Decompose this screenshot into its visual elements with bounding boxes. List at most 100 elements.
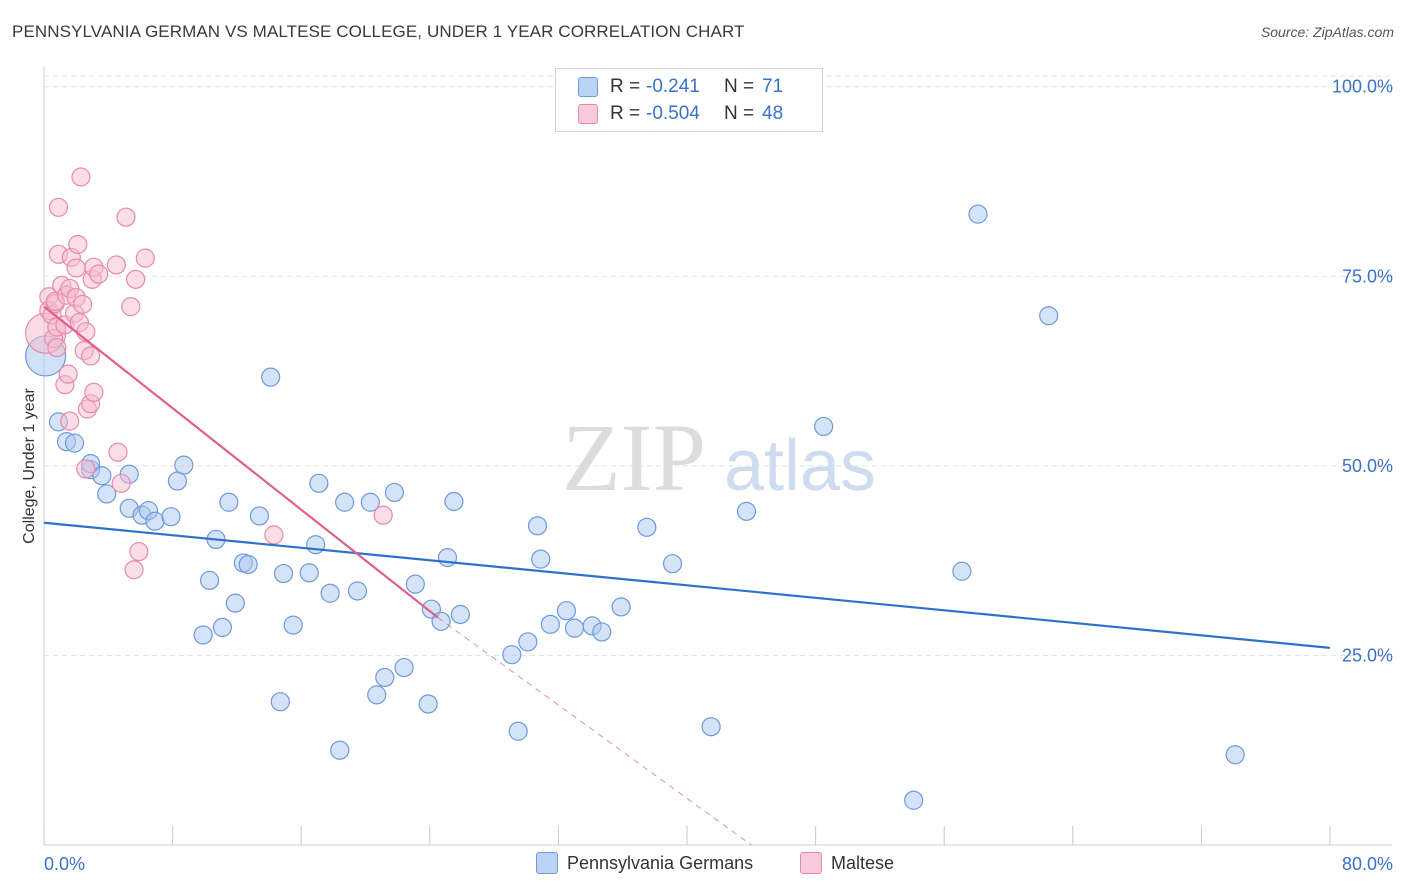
correlation-legend: R = -0.241 N = 71 R = -0.504 N = 48 (555, 68, 823, 132)
point-pennsylvania-germans (212, 617, 233, 637)
legend-row-pennsylvania-germans: R = -0.241 N = 71 (578, 75, 783, 99)
point-maltese (121, 297, 141, 317)
source-credit: Source: ZipAtlas.com (1260, 24, 1394, 40)
point-maltese (47, 337, 67, 358)
point-pennsylvania-germans (701, 717, 721, 737)
point-pennsylvania-germans (444, 491, 464, 512)
point-maltese (116, 207, 136, 227)
series-maltese (25, 167, 393, 580)
y-tick-label: 25.0% (1342, 645, 1393, 665)
point-pennsylvania-germans (273, 563, 294, 584)
chart-title: PENNSYLVANIA GERMAN VS MALTESE COLLEGE, … (12, 22, 745, 41)
point-maltese (126, 269, 146, 289)
point-pennsylvania-germans (199, 570, 220, 590)
x-tick-label-max: 80.0% (1342, 854, 1393, 874)
point-maltese (66, 258, 86, 278)
point-pennsylvania-germans (299, 563, 319, 583)
point-pennsylvania-germans (564, 618, 585, 638)
legend-n-value: 48 (762, 103, 784, 124)
point-maltese (84, 382, 104, 402)
point-pennsylvania-germans (662, 554, 683, 574)
point-pennsylvania-germans (225, 593, 245, 613)
point-pennsylvania-germans (556, 601, 577, 621)
point-pennsylvania-germans (360, 492, 380, 512)
point-pennsylvania-germans (611, 597, 631, 617)
legend-n-value: 71 (762, 76, 784, 97)
watermark-atlas: atlas (724, 426, 876, 506)
bottom-legend-swatch-pink (800, 852, 822, 874)
point-pennsylvania-germans (814, 416, 834, 437)
point-pennsylvania-germans (283, 615, 303, 635)
point-pennsylvania-germans (309, 473, 329, 493)
trend-lines (43, 305, 1331, 846)
point-pennsylvania-germans (64, 433, 85, 453)
legend-r-label: R = (610, 103, 641, 124)
point-pennsylvania-germans (238, 554, 258, 575)
y-tick-label: 100.0% (1332, 77, 1393, 97)
bottom-legend-maltese: Maltese (800, 852, 894, 874)
point-pennsylvania-germans (527, 516, 548, 536)
tick-labels: 25.0% 50.0% 75.0% 100.0% 0.0% 80.0% (44, 77, 1393, 874)
point-pennsylvania-germans (335, 492, 355, 512)
point-maltese (58, 364, 78, 384)
point-pennsylvania-germans (736, 501, 757, 521)
y-tick-label: 50.0% (1342, 456, 1393, 476)
point-pennsylvania-germans (384, 482, 405, 503)
bottom-legend-swatch-blue (536, 852, 558, 874)
axes (43, 66, 1392, 846)
point-pennsylvania-germans (167, 471, 188, 491)
legend-swatch-blue (578, 77, 598, 97)
point-pennsylvania-germans (437, 548, 458, 568)
legend-n-label: N = (724, 103, 755, 124)
point-pennsylvania-germans (531, 549, 551, 569)
trend-line-pennsylvania-germans (43, 521, 1331, 649)
point-maltese (81, 346, 101, 366)
point-maltese (76, 322, 96, 342)
point-pennsylvania-germans (270, 692, 290, 712)
point-maltese (111, 473, 131, 493)
point-maltese (135, 248, 155, 268)
point-maltese (89, 264, 109, 284)
point-pennsylvania-germans (540, 614, 560, 634)
watermark-zip: ZIP (562, 404, 706, 511)
point-maltese (72, 294, 93, 314)
point-maltese (264, 525, 284, 545)
bottom-legend-label: Maltese (831, 852, 895, 873)
point-pennsylvania-germans (375, 667, 395, 688)
legend-swatch-pink (578, 104, 598, 124)
point-pennsylvania-germans (502, 645, 522, 665)
trend-line-maltese-extension (437, 617, 752, 846)
point-pennsylvania-germans (161, 507, 181, 527)
point-pennsylvania-germans (450, 604, 470, 625)
legend-r-value: -0.241 (646, 76, 700, 97)
point-maltese (106, 255, 126, 275)
point-pennsylvania-germans (306, 535, 326, 555)
legend-row-maltese: R = -0.504 N = 48 (578, 102, 783, 126)
x-tick-label-min: 0.0% (44, 854, 85, 874)
point-pennsylvania-germans (592, 622, 612, 642)
point-maltese (60, 411, 80, 431)
point-pennsylvania-germans (904, 790, 924, 810)
point-pennsylvania-germans (219, 492, 239, 512)
point-pennsylvania-germans (92, 466, 112, 486)
point-pennsylvania-germans (261, 367, 281, 387)
point-pennsylvania-germans (145, 511, 165, 531)
bottom-legend-label: Pennsylvania Germans (567, 852, 754, 873)
point-pennsylvania-germans (405, 574, 425, 594)
point-maltese (373, 505, 393, 525)
y-tick-label: 75.0% (1342, 266, 1393, 286)
point-pennsylvania-germans (320, 583, 340, 603)
point-pennsylvania-germans (193, 625, 213, 645)
watermark: ZIP atlas (562, 404, 876, 511)
y-axis-label: College, Under 1 year (21, 388, 38, 544)
point-pennsylvania-germans (418, 694, 438, 714)
point-pennsylvania-germans (637, 517, 657, 537)
point-pennsylvania-germans (394, 657, 414, 678)
point-pennsylvania-germans (347, 581, 368, 601)
legend-n-label: N = (724, 76, 755, 97)
point-pennsylvania-germans (330, 740, 350, 760)
point-pennsylvania-germans (367, 685, 387, 705)
point-pennsylvania-germans (968, 204, 988, 224)
point-pennsylvania-germans (518, 632, 538, 652)
